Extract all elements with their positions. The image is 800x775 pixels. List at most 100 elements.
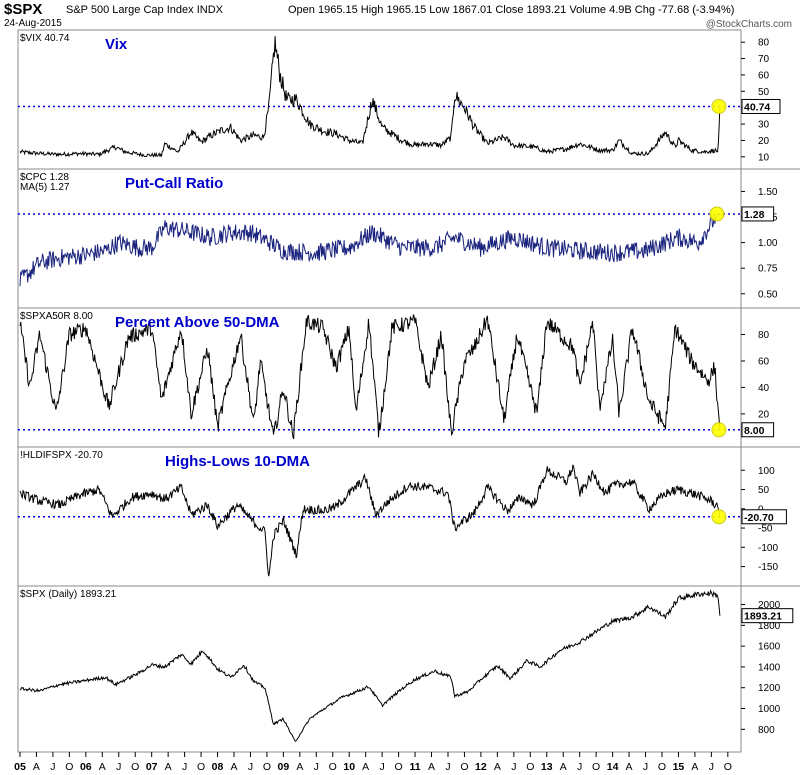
- panel-label: $CPC 1.28: [20, 172, 69, 183]
- last-value-box: [741, 206, 775, 222]
- x-tick-label: 13: [541, 761, 553, 773]
- x-tick-label: A: [428, 761, 435, 773]
- series-line: [19, 212, 719, 287]
- last-value-label: 1893.21: [744, 611, 782, 623]
- y-tick-label: 2000: [758, 600, 781, 611]
- last-value-label: 8.00: [744, 425, 765, 437]
- panel-label: $SPX (Daily) 1893.21: [20, 589, 117, 600]
- y-tick-label: 50: [758, 485, 770, 496]
- x-tick-label: 10: [343, 761, 355, 773]
- last-value-box: [741, 608, 794, 624]
- panel-annotation: Percent Above 50-DMA: [115, 314, 280, 331]
- panel-label: !HLDIFSPX -20.70: [20, 450, 103, 461]
- y-tick-label: 40: [758, 383, 770, 394]
- index-name: S&P 500 Large Cap Index: [66, 4, 194, 16]
- highlight-dot: [709, 206, 725, 222]
- panel-label: $VIX 40.74: [20, 33, 70, 44]
- y-tick-label: 60: [758, 70, 770, 81]
- ma-label: MA(5) 1.27: [20, 182, 70, 193]
- x-tick-label: O: [329, 761, 337, 773]
- x-tick-label: J: [380, 761, 385, 773]
- series-line: [19, 589, 721, 743]
- y-tick-label: 1800: [758, 621, 781, 632]
- series-line: [19, 464, 721, 577]
- x-tick-label: O: [395, 761, 403, 773]
- highlight-dot: [711, 98, 727, 114]
- x-tick-label: A: [99, 761, 106, 773]
- x-tick-label: 07: [146, 761, 158, 773]
- x-tick-label: A: [230, 761, 237, 773]
- x-tick-label: O: [724, 761, 732, 773]
- x-tick-label: 12: [475, 761, 487, 773]
- y-tick-label: 1000: [758, 704, 781, 715]
- x-tick-label: J: [182, 761, 187, 773]
- last-value-label: 1.28: [744, 209, 765, 221]
- chart-name: S&P 500 Large Cap Index INDX: [66, 4, 223, 16]
- x-tick-label: O: [460, 761, 468, 773]
- panel-annotation: Vix: [105, 36, 128, 53]
- y-tick-label: 20: [758, 136, 770, 147]
- x-tick-label: 05: [14, 761, 26, 773]
- last-value-box: [741, 422, 775, 438]
- highlight-dot: [711, 509, 727, 525]
- x-tick-label: A: [296, 761, 303, 773]
- x-tick-label: J: [445, 761, 450, 773]
- y-tick-label: -50: [758, 524, 773, 535]
- chart-frame: [17, 29, 742, 753]
- x-tick-label: J: [643, 761, 648, 773]
- x-tick-label: O: [658, 761, 666, 773]
- y-tick-label: -150: [758, 562, 778, 573]
- x-tick-label: J: [248, 761, 253, 773]
- x-tick-label: A: [560, 761, 567, 773]
- watermark: @StockCharts.com: [705, 19, 792, 30]
- x-tick-label: A: [33, 761, 40, 773]
- y-tick-label: 1200: [758, 683, 781, 694]
- x-tick-label: A: [691, 761, 698, 773]
- y-tick-label: 60: [758, 356, 770, 367]
- y-tick-label: 0.75: [758, 264, 778, 275]
- y-tick-label: 800: [758, 725, 775, 736]
- y-tick-label: 80: [758, 330, 770, 341]
- series-line: [19, 314, 721, 440]
- last-value-label: 40.74: [744, 101, 770, 113]
- x-tick-label: J: [511, 761, 516, 773]
- last-value-box: [741, 98, 781, 114]
- exchange: INDX: [196, 4, 223, 16]
- series-line: [19, 36, 721, 158]
- x-tick-label: A: [362, 761, 369, 773]
- y-tick-label: 50: [758, 87, 770, 98]
- x-tick-label: O: [526, 761, 534, 773]
- x-tick-label: 15: [673, 761, 685, 773]
- panel-annotation: Highs-Lows 10-DMA: [165, 453, 310, 470]
- x-tick-label: O: [197, 761, 205, 773]
- y-tick-label: 1.00: [758, 238, 778, 249]
- x-tick-label: A: [494, 761, 501, 773]
- last-value-label: -20.70: [744, 512, 774, 524]
- x-tick-label: 11: [410, 761, 421, 773]
- y-tick-label: 70: [758, 54, 770, 65]
- x-tick-label: 09: [278, 761, 290, 773]
- x-tick-label: 14: [607, 761, 619, 773]
- y-tick-label: 0.50: [758, 289, 778, 300]
- x-tick-label: O: [65, 761, 73, 773]
- y-tick-label: 30: [758, 120, 770, 131]
- x-tick-label: 08: [212, 761, 224, 773]
- x-tick-label: J: [50, 761, 55, 773]
- x-tick-label: 06: [80, 761, 92, 773]
- x-tick-label: J: [577, 761, 582, 773]
- y-tick-label: 100: [758, 466, 775, 477]
- quote-summary: Open 1965.15 High 1965.15 Low 1867.01 Cl…: [288, 4, 735, 16]
- y-tick-label: 20: [758, 409, 770, 420]
- chart-date: 24-Aug-2015: [4, 18, 62, 29]
- chart-symbol: $SPX: [4, 1, 43, 18]
- highlight-dot: [711, 422, 727, 438]
- panel-annotation: Put-Call Ratio: [125, 175, 223, 192]
- x-tick-label: J: [314, 761, 319, 773]
- x-tick-label: A: [165, 761, 172, 773]
- x-tick-label: J: [116, 761, 121, 773]
- y-tick-label: 1.50: [758, 187, 778, 198]
- y-tick-label: 10: [758, 152, 770, 163]
- y-tick-label: -100: [758, 543, 778, 554]
